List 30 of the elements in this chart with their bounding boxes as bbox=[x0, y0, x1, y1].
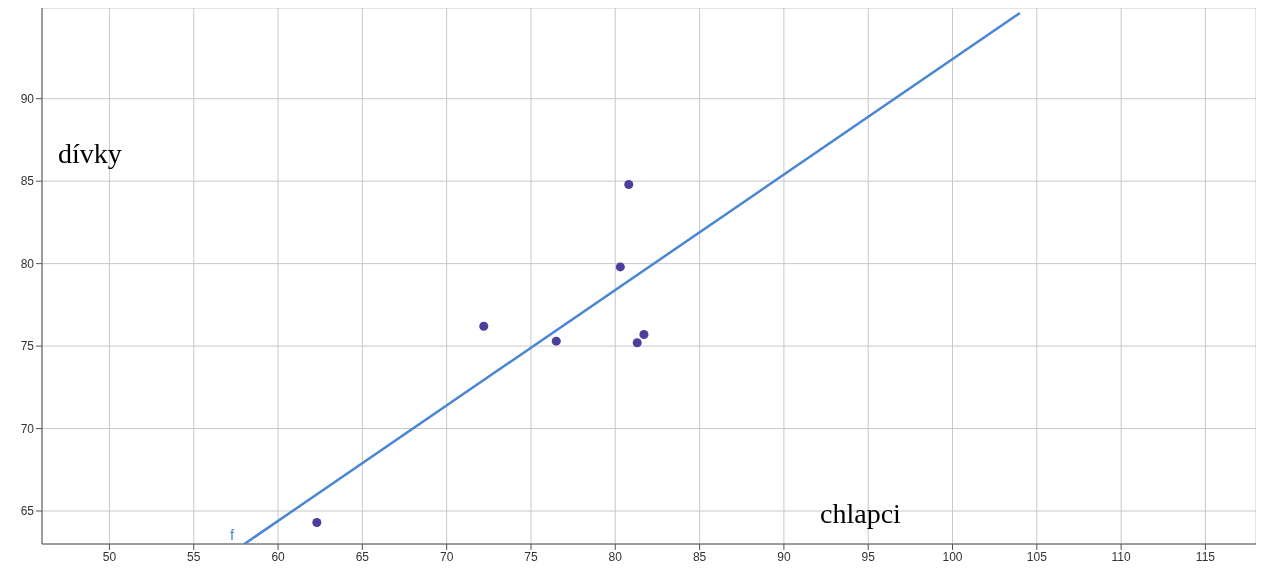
point bbox=[312, 518, 322, 528]
x-tick-label: 65 bbox=[355, 549, 370, 564]
x-tick-label: 115 bbox=[1195, 549, 1216, 564]
x-tick-label: 60 bbox=[271, 549, 286, 564]
x-tick-label: 70 bbox=[439, 549, 454, 564]
x-tick-label: 85 bbox=[692, 549, 707, 564]
x-tick-label: 75 bbox=[524, 549, 538, 564]
y-axis-title: dívky bbox=[58, 138, 122, 170]
x-tick-label: 50 bbox=[102, 549, 117, 564]
x-tick-label: 80 bbox=[608, 549, 623, 564]
point bbox=[479, 321, 489, 331]
x-axis-title: chlapci bbox=[820, 498, 901, 530]
y-tick-label: 65 bbox=[20, 504, 35, 519]
x-tick-label: 95 bbox=[861, 549, 876, 564]
point bbox=[632, 338, 642, 348]
y-tick-label: 70 bbox=[20, 421, 35, 436]
x-tick-label: 100 bbox=[942, 549, 963, 564]
point bbox=[624, 179, 634, 189]
annotation: f bbox=[230, 526, 235, 543]
point bbox=[551, 336, 561, 346]
y-tick-label: 90 bbox=[20, 91, 35, 106]
x-tick-label: 90 bbox=[777, 549, 791, 564]
point bbox=[615, 262, 625, 272]
y-tick-label: 75 bbox=[20, 339, 35, 354]
y-tick-label: 80 bbox=[20, 256, 35, 271]
x-tick-label: 105 bbox=[1026, 549, 1048, 564]
point bbox=[639, 330, 649, 340]
x-tick-label: 55 bbox=[187, 549, 201, 564]
y-tick-label: 85 bbox=[20, 174, 35, 189]
x-tick-label: 110 bbox=[1111, 549, 1131, 564]
